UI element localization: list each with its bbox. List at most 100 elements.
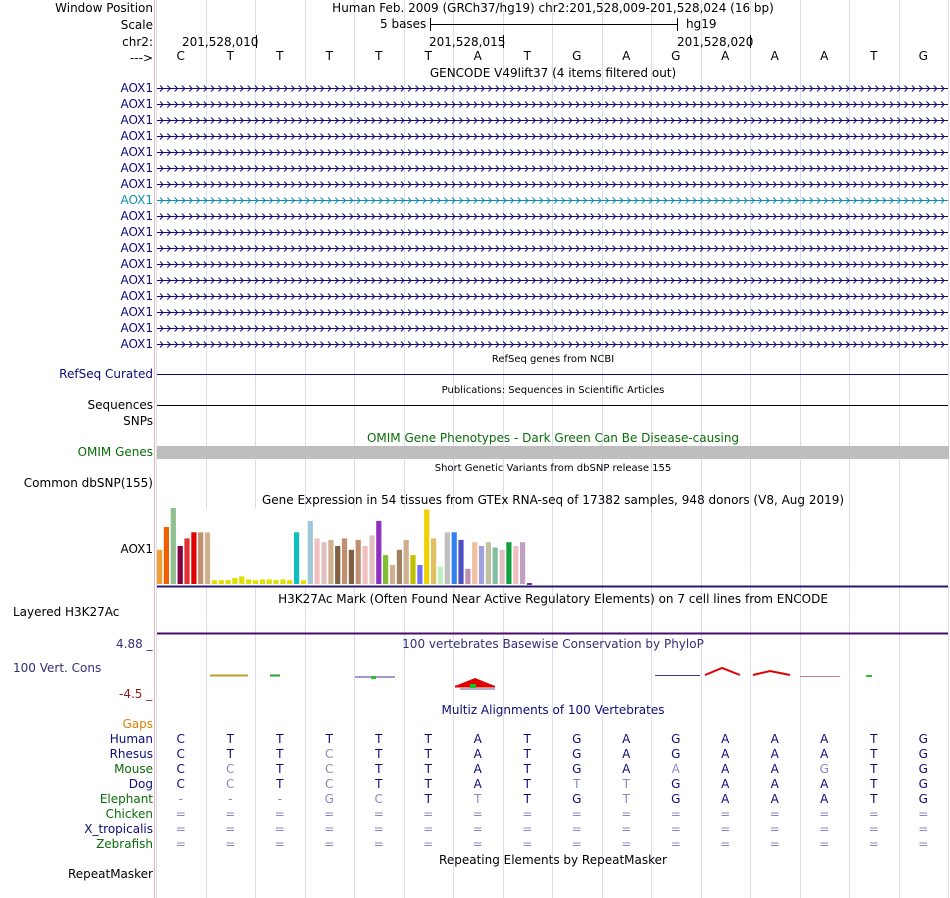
gencode-transcript-label[interactable]: AOX1 — [120, 177, 153, 191]
multiz-species-label[interactable]: Dog — [128, 777, 153, 791]
gencode-transcript-label[interactable]: AOX1 — [120, 145, 153, 159]
multiz-species-label[interactable]: Chicken — [105, 807, 153, 821]
gencode-strand-arrows — [159, 293, 945, 300]
gencode-transcript-label[interactable]: AOX1 — [120, 321, 153, 335]
gencode-transcript-label[interactable]: AOX1 — [120, 209, 153, 223]
gencode-transcript-label[interactable]: AOX1 — [120, 257, 153, 271]
multiz-base: C — [176, 732, 185, 746]
multiz-base: G — [671, 732, 681, 746]
multiz-base: T — [870, 747, 878, 761]
gtex-tissue-bar — [321, 542, 327, 584]
sequence-base: A — [622, 49, 631, 63]
multiz-species-label[interactable]: Human — [109, 732, 153, 746]
multiz-base: = — [373, 807, 384, 821]
multiz-species-label[interactable]: Mouse — [114, 762, 153, 776]
gencode-transcript-label[interactable]: AOX1 — [120, 289, 153, 303]
multiz-base: C — [374, 792, 383, 806]
gencode-strand-arrows — [159, 309, 945, 316]
multiz-base: T — [375, 777, 383, 791]
cons-label[interactable]: 100 Vert. Cons — [13, 661, 102, 675]
multiz-base: = — [274, 822, 285, 836]
scale-assembly: hg19 — [686, 17, 717, 31]
gencode-transcript-label[interactable]: AOX1 — [120, 337, 153, 351]
multiz-species-label[interactable]: Elephant — [99, 792, 153, 806]
multiz-base: T — [424, 762, 432, 776]
multiz-base: - — [228, 792, 233, 806]
gencode-strand-arrows — [159, 101, 945, 108]
gencode-transcript-label[interactable]: AOX1 — [120, 81, 153, 95]
sequence-base: T — [226, 49, 234, 63]
snps-label[interactable]: SNPs — [123, 414, 153, 428]
gtex-tissue-bar — [424, 509, 430, 584]
multiz-base: = — [868, 837, 879, 851]
gencode-strand-arrows — [159, 229, 945, 236]
gtex-tissue-bar — [198, 532, 204, 584]
multiz-base: A — [473, 732, 482, 746]
gencode-transcript-label[interactable]: AOX1 — [120, 193, 153, 207]
gencode-strand-arrows — [159, 325, 945, 332]
gencode-transcript-label[interactable]: AOX1 — [120, 97, 153, 111]
gencode-transcript-label[interactable]: AOX1 — [120, 161, 153, 175]
multiz-base: T — [523, 762, 531, 776]
sequence-base: T — [424, 49, 432, 63]
multiz-base: A — [721, 777, 730, 791]
dbsnp-label[interactable]: Common dbSNP(155) — [23, 476, 153, 490]
multiz-base: A — [820, 792, 829, 806]
gaps-label: Gaps — [122, 717, 153, 731]
gencode-transcript-label[interactable]: AOX1 — [120, 273, 153, 287]
gencode-strand-arrows — [159, 149, 945, 156]
publications-title: Publications: Sequences in Scientific Ar… — [441, 385, 665, 396]
sequence-base: T — [375, 49, 383, 63]
gencode-transcript-label[interactable]: AOX1 — [120, 225, 153, 239]
gtex-label[interactable]: AOX1 — [120, 542, 153, 556]
multiz-base: = — [769, 807, 780, 821]
gtex-tissue-bar — [499, 549, 505, 584]
h3k27ac-label[interactable]: Layered H3K27Ac — [13, 605, 120, 619]
track-label-separator — [154, 0, 155, 898]
multiz-base: = — [571, 822, 582, 836]
multiz-species-label[interactable]: X_tropicalis — [84, 822, 153, 836]
gencode-transcript-label[interactable]: AOX1 — [120, 305, 153, 319]
gencode-transcript-label[interactable]: AOX1 — [120, 129, 153, 143]
multiz-base: = — [472, 822, 483, 836]
cons-title: 100 vertebrates Basewise Conservation by… — [402, 637, 704, 651]
gtex-tissue-bar — [328, 539, 334, 584]
gtex-tissue-bar — [300, 580, 307, 584]
omim-label[interactable]: OMIM Genes — [77, 445, 153, 459]
sequence-base: T — [325, 49, 333, 63]
gtex-tissue-bar — [410, 555, 416, 584]
multiz-species-label[interactable]: Rhesus — [109, 747, 153, 761]
sequences-label[interactable]: Sequences — [87, 398, 153, 412]
gtex-title: Gene Expression in 54 tissues from GTEx … — [261, 493, 845, 507]
dbsnp-title: Short Genetic Variants from dbSNP releas… — [434, 463, 672, 474]
multiz-base: = — [274, 807, 285, 821]
gencode-transcript-label[interactable]: AOX1 — [120, 113, 153, 127]
multiz-base: = — [621, 807, 632, 821]
multiz-base: A — [622, 762, 631, 776]
gencode-transcript-label[interactable]: AOX1 — [120, 241, 153, 255]
gencode-strand-arrows — [159, 277, 945, 284]
gencode-strand-arrows — [159, 117, 945, 124]
multiz-base: = — [571, 807, 582, 821]
multiz-base: T — [375, 747, 383, 761]
scale-label: Scale — [120, 18, 153, 32]
refseq-label[interactable]: RefSeq Curated — [59, 367, 153, 381]
multiz-base: T — [424, 747, 432, 761]
gtex-tissue-bar — [492, 547, 498, 584]
sequence-base: A — [473, 49, 482, 63]
multiz-base: = — [918, 822, 929, 836]
repeatmasker-title: Repeating Elements by RepeatMasker — [439, 853, 667, 867]
multiz-species-label[interactable]: Zebrafish — [96, 837, 153, 851]
multiz-base: T — [276, 777, 284, 791]
multiz-base: A — [473, 747, 482, 761]
multiz-base: = — [522, 837, 533, 851]
gencode-title: GENCODE V49lift37 (4 items filtered out) — [429, 66, 677, 80]
gtex-tissue-bar — [294, 532, 300, 584]
multiz-base: T — [375, 732, 383, 746]
gtex-tissue-bar — [485, 542, 491, 584]
cons-signal — [470, 684, 476, 688]
multiz-base: A — [473, 762, 482, 776]
multiz-base: T — [622, 777, 630, 791]
multiz-base: G — [671, 747, 681, 761]
repeatmasker-label[interactable]: RepeatMasker — [67, 867, 153, 881]
